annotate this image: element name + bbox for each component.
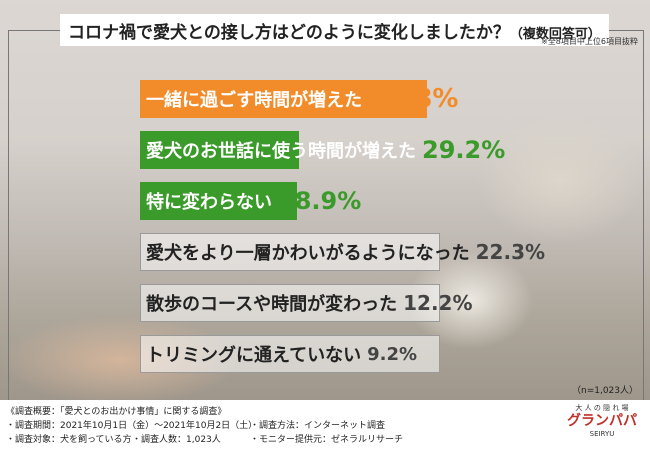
title-wrap: コロナ禍で愛犬との接し方はどのように変化しましたか？（複数回答可） [60,14,609,46]
frame-right [643,30,644,400]
bar-row: 愛犬をより一層かわいがるようになった 22.3% [140,233,545,271]
background-photo [0,0,650,400]
brand-logo: 大 人 の 隠 れ 場 グランパパ SEIRYU [562,402,642,448]
bar [140,182,297,220]
bar-row: 愛犬のお世話に使う時間が増えた 29.2% [140,131,505,169]
bar-label: 愛犬のお世話に使う時間が増えた [146,141,416,162]
photo-overlay [0,0,650,400]
logo-romaji: SEIRYU [589,430,615,438]
bar-label: 一緒に過ごす時間が増えた [146,90,363,111]
bar-row: 一緒に過ごす時間が増えた 52.8% [140,80,458,118]
bar [140,335,440,373]
bar-label: 特に変わらない [146,192,272,213]
chart-note: ※全8項目中上位6項目抜粋 [541,37,638,46]
footer-period: ・調査期間：2021年10月1日（金）～2021年10月2日（土） [6,421,258,431]
sample-size: （n=1,023人） [571,386,638,396]
logo-tagline: 大 人 の 隠 れ 場 [575,404,629,412]
footer-provider: ・モニター提供元：ゼネラルリサーチ [250,435,404,445]
bar-value-label: 12.2% [403,291,473,315]
bar-row: 特に変わらない 28.9% [140,182,361,220]
footer-method: ・調査方法：インターネット調査 [250,421,386,431]
bar-value-label: 28.9% [278,187,362,215]
logo-name: グランパパ [567,413,637,429]
bar-value-label: 52.8% [368,84,459,114]
bar-row: 散歩のコースや時間が変わった 12.2% [140,284,473,322]
bar-label: 愛犬をより一層かわいがるようになった [146,243,470,264]
chart-title: コロナ禍で愛犬との接し方はどのように変化しましたか？（複数回答可） [68,18,601,43]
bar [140,284,440,322]
bar-value-label: 9.2% [367,343,418,365]
footer-summary: 《調査概要：「愛犬とのお出かけ事情」に関する調査》 [6,407,227,417]
bar-row: トリミングに通えていない 9.2% [140,335,440,373]
frame-left [8,30,9,400]
footer [0,400,650,450]
bar [140,80,427,118]
bar-value-label: 22.3% [475,240,546,264]
chart-title-main: コロナ禍で愛犬との接し方はどのように変化しましたか？ [68,22,510,43]
footer-target: ・調査対象：犬を飼っている方 [6,435,132,445]
bar-label: トリミングに通えていない [146,345,362,366]
bar-value-label: 29.2% [422,136,506,164]
bar-label: 散歩のコースや時間が変わった [146,294,398,315]
bar [140,233,440,271]
bar [140,131,299,169]
footer-count: ・調査人数：1,023人 [132,435,221,445]
chart-title-suffix: （複数回答可） [509,26,601,42]
